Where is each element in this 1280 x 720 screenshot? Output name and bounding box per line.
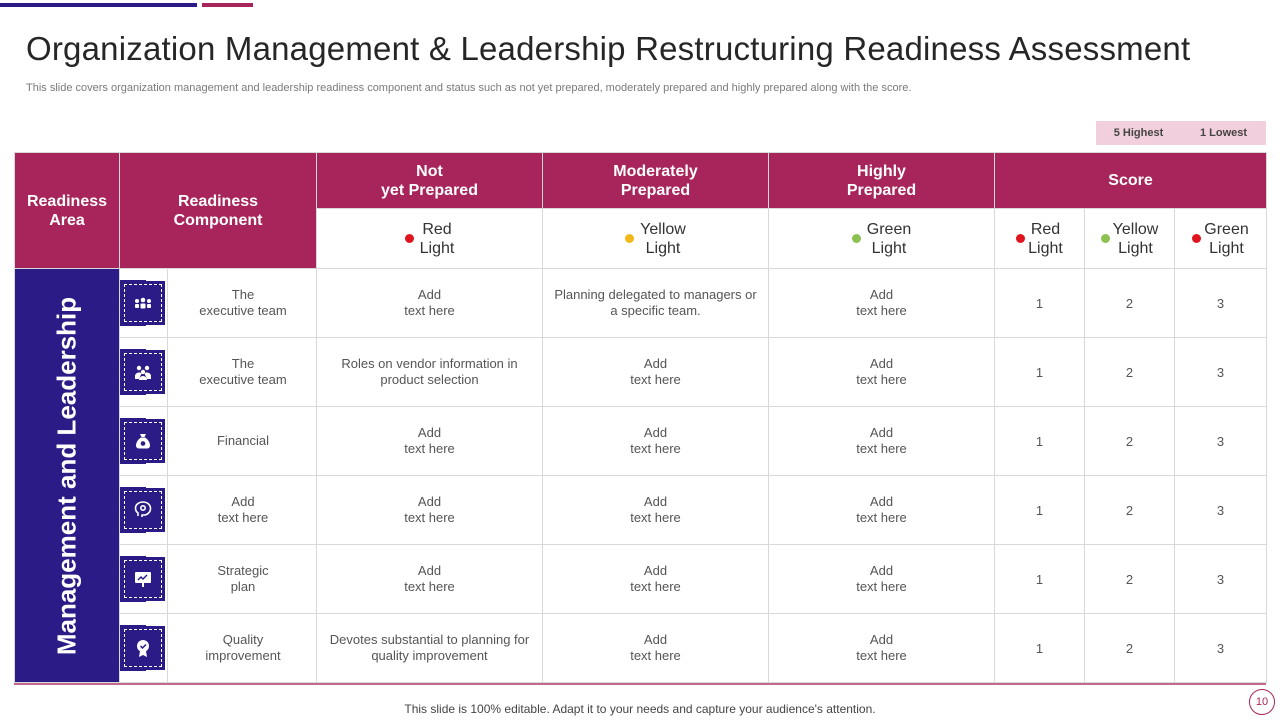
component-label: The executive team [167,268,317,338]
cell-moderately-prepared: Add text here [542,337,769,407]
team-icon [121,281,165,325]
idea-head-icon [121,488,165,532]
light-yellow: Yellow Light [542,208,769,269]
cell-moderately-prepared: Add text here [542,475,769,545]
table-row: Add text here Add text here Add text her… [15,475,1267,545]
light-green: Green Light [768,208,995,269]
score-3: 3 [1174,268,1267,338]
cell-highly-prepared: Add text here [768,268,995,338]
yellow-dot-icon [625,234,635,243]
strategy-board-icon [121,557,165,601]
cell-moderately-prepared: Planning delegated to managers or a spec… [542,268,769,338]
score-3: 3 [1174,475,1267,545]
component-label: Quality improvement [167,613,317,683]
cell-not-prepared: Add text here [316,406,543,476]
red-dot-icon [1192,234,1202,243]
legend-highest: 5 Highest [1113,127,1164,139]
readiness-table: Readiness Area Readiness Component Not y… [14,152,1267,683]
score-1: 1 [994,544,1085,614]
score-light-green: Green Light [1174,208,1267,269]
cell-highly-prepared: Add text here [768,406,995,476]
bottom-divider [14,683,1266,685]
score-legend: 5 Highest 1 Lowest [1096,121,1266,145]
cell-not-prepared: Devotes substantial to planning for qual… [316,613,543,683]
red-dot-icon [1016,234,1026,243]
score-1: 1 [994,475,1085,545]
readiness-area-band: Management and Leadership [14,268,120,683]
table-row: The executive team Roles on vendor infor… [15,337,1267,407]
component-label: Strategic plan [167,544,317,614]
money-bag-icon [121,419,165,463]
score-2: 2 [1084,337,1175,407]
red-dot-icon [404,234,414,243]
cell-highly-prepared: Add text here [768,613,995,683]
component-label: Financial [167,406,317,476]
table-row: Management and Leadership The executive … [14,268,1267,683]
score-2: 2 [1084,268,1175,338]
score-3: 3 [1174,337,1267,407]
cell-highly-prepared: Add text here [768,337,995,407]
cell-moderately-prepared: Add text here [542,544,769,614]
score-3: 3 [1174,613,1267,683]
light-red: Red Light [316,208,543,269]
readiness-area-label: Management and Leadership [51,296,82,655]
score-1: 1 [994,337,1085,407]
header-highly-prepared: Highly Prepared [768,152,995,209]
cell-highly-prepared: Add text here [768,544,995,614]
cell-not-prepared: Add text here [316,544,543,614]
score-2: 2 [1084,475,1175,545]
table-row: Strategic plan Add text here Add text he… [15,544,1267,614]
score-1: 1 [994,268,1085,338]
header-score: Score [994,152,1267,209]
cell-not-prepared: Add text here [316,268,543,338]
header-readiness-component: Readiness Component [119,152,317,269]
score-3: 3 [1174,406,1267,476]
top-accent-bar-primary [0,3,197,7]
cell-not-prepared: Roles on vendor information in product s… [316,337,543,407]
cell-not-prepared: Add text here [316,475,543,545]
score-light-red: Red Light [994,208,1085,269]
legend-lowest: 1 Lowest [1199,127,1248,139]
table-row: Financial Add text here Add text here Ad… [15,406,1267,476]
component-label: Add text here [167,475,317,545]
cell-moderately-prepared: Add text here [542,406,769,476]
score-2: 2 [1084,613,1175,683]
score-light-yellow: Yellow Light [1084,208,1175,269]
header-moderately-prepared: Moderately Prepared [542,152,769,209]
header-readiness-area: Readiness Area [14,152,120,269]
quality-badge-icon [121,626,165,670]
cell-moderately-prepared: Add text here [542,613,769,683]
table-row: Quality improvement Devotes substantial … [15,613,1267,683]
footer-note: This slide is 100% editable. Adapt it to… [404,702,876,716]
page-subtitle: This slide covers organization managemen… [26,82,912,94]
score-1: 1 [994,406,1085,476]
green-dot-icon [851,234,861,243]
score-1: 1 [994,613,1085,683]
green-dot-icon [1100,234,1110,243]
score-2: 2 [1084,544,1175,614]
page-title: Organization Management & Leadership Res… [26,30,1191,67]
top-accent-bar-secondary [202,3,253,7]
cell-highly-prepared: Add text here [768,475,995,545]
score-2: 2 [1084,406,1175,476]
header-not-prepared: Not yet Prepared [316,152,543,209]
score-3: 3 [1174,544,1267,614]
component-label: The executive team [167,337,317,407]
page-number: 10 [1249,689,1275,715]
group-icon [121,350,165,394]
